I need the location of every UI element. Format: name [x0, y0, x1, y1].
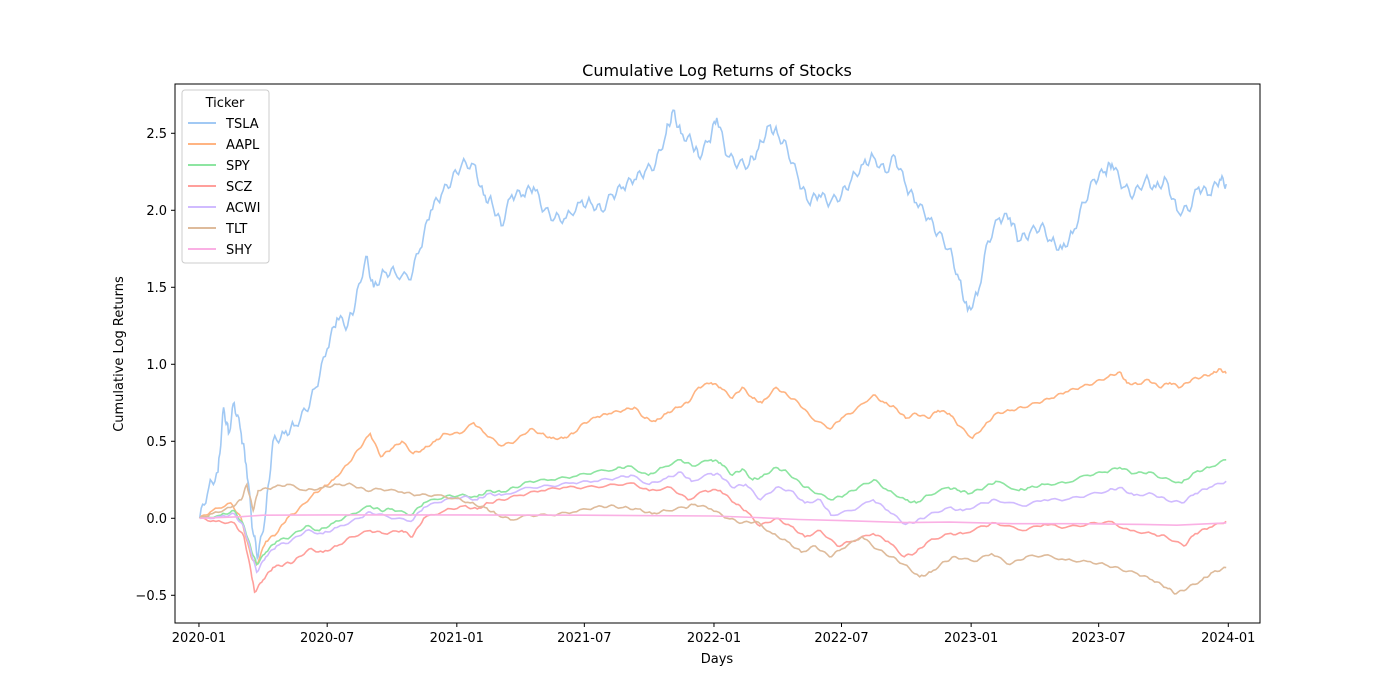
y-tick-label: 1.0 [146, 358, 167, 373]
x-tick-label: 2023-07 [1071, 631, 1125, 646]
x-tick-label: 2022-07 [814, 631, 868, 646]
y-tick-label: 2.5 [146, 127, 167, 142]
legend-label-scz: SCZ [226, 180, 252, 195]
y-tick-label: −0.5 [135, 589, 167, 604]
x-tick-label: 2021-07 [557, 631, 611, 646]
legend-label-tsla: TSLA [225, 117, 259, 132]
series-line-aapl [199, 368, 1227, 567]
legend: Ticker TSLA AAPL SPY SCZ ACWI TLT SHY [181, 89, 270, 264]
legend-label-aapl: AAPL [226, 138, 260, 153]
series-line-spy [199, 458, 1227, 566]
series-line-acwi [199, 471, 1227, 574]
y-tick-label: 2.0 [146, 204, 167, 219]
series-layer [198, 109, 1227, 595]
x-axis-label: Days [701, 652, 734, 667]
x-tick-label: 2020-01 [172, 631, 226, 646]
legend-label-acwi: ACWI [226, 201, 260, 216]
series-line-tlt [199, 482, 1227, 595]
series-line-tsla [198, 109, 1227, 561]
legend-label-shy: SHY [226, 243, 252, 258]
x-tick-label: 2022-01 [687, 631, 741, 646]
x-tick-label: 2021-01 [430, 631, 484, 646]
y-tick-label: 0.0 [146, 512, 167, 527]
y-axis-label: Cumulative Log Returns [112, 276, 127, 432]
legend-label-spy: SPY [226, 159, 250, 174]
series-line-scz [199, 482, 1227, 594]
legend-title: Ticker [205, 96, 245, 111]
x-tick-label: 2024-01 [1201, 631, 1255, 646]
y-tick-label: 0.5 [146, 435, 167, 450]
x-axis: 2020-01 2020-07 2021-01 2021-07 2022-01 2022-… [172, 623, 1255, 646]
x-tick-label: 2020-07 [300, 631, 354, 646]
y-axis: −0.5 0.0 0.5 1.0 1.5 2.0 2.5 [135, 127, 175, 604]
x-tick-label: 2023-01 [944, 631, 998, 646]
y-tick-label: 1.5 [146, 281, 167, 296]
plot-frame [174, 83, 1261, 624]
legend-box [181, 89, 270, 264]
chart-title: Cumulative Log Returns of Stocks [582, 61, 852, 80]
legend-label-tlt: TLT [225, 222, 247, 237]
series-line-shy [199, 514, 1227, 527]
